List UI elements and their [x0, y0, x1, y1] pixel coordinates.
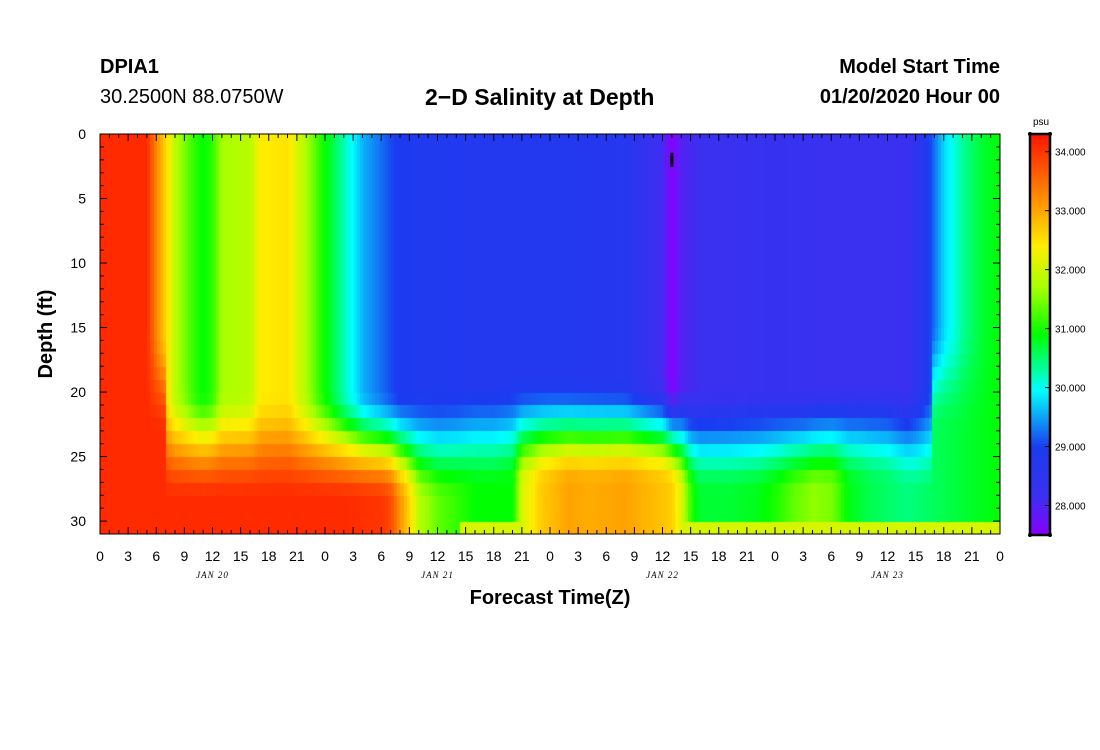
- y-tick-label: 5: [78, 191, 86, 207]
- x-tick-label: 6: [827, 548, 835, 564]
- y-tick-label: 0: [78, 126, 86, 142]
- x-tick-label: 21: [964, 548, 980, 564]
- x-tick-label: 3: [574, 548, 582, 564]
- colorbar-tick-label: 30.000: [1055, 384, 1086, 395]
- x-tick-label: 0: [996, 548, 1004, 564]
- profile-marker: [670, 152, 674, 167]
- x-tick-label: 21: [289, 548, 305, 564]
- y-tick-label: 10: [70, 255, 86, 271]
- colorbar-tick-label: 29.000: [1055, 443, 1086, 454]
- x-tick-label: 15: [458, 548, 474, 564]
- colorbar-corner-dot: [1028, 533, 1032, 537]
- day-label: JAN 23: [871, 570, 904, 580]
- model-start-value: 01/20/2020 Hour 00: [819, 86, 1000, 108]
- x-tick-label: 6: [602, 548, 610, 564]
- colorbar-tick-label: 28.000: [1055, 502, 1086, 513]
- x-tick-label: 15: [233, 548, 249, 564]
- y-tick-label: 25: [70, 449, 86, 465]
- y-axis-title: Depth (ft): [35, 290, 57, 379]
- colorbar-tick-label: 32.000: [1055, 266, 1086, 277]
- x-tick-label: 18: [486, 548, 502, 564]
- x-tick-label: 3: [124, 548, 132, 564]
- x-tick-label: 0: [96, 548, 104, 564]
- x-tick-label: 0: [546, 548, 554, 564]
- y-tick-label: 20: [70, 384, 86, 400]
- colorbar-unit: psu: [1033, 117, 1049, 128]
- x-tick-label: 12: [655, 548, 671, 564]
- colorbar-corner-dot: [1048, 132, 1052, 136]
- day-label: JAN 21: [421, 570, 454, 580]
- x-tick-label: 12: [880, 548, 896, 564]
- day-labels: JAN 20 JAN 21 JAN 22 JAN 23: [196, 570, 904, 580]
- y-tick-label: 30: [70, 513, 86, 529]
- x-tick-label: 6: [377, 548, 385, 564]
- x-tick-label: 6: [152, 548, 160, 564]
- x-tick-label: 9: [855, 548, 863, 564]
- colorbar-tick-label: 34.000: [1055, 148, 1086, 159]
- x-tick-label: 18: [711, 548, 727, 564]
- x-tick-label: 12: [430, 548, 446, 564]
- x-tick-label: 21: [514, 548, 530, 564]
- salinity-heatmap: [100, 134, 1000, 534]
- x-tick-label: 3: [349, 548, 357, 564]
- x-axis-title: Forecast Time(Z): [470, 587, 631, 609]
- x-tick-label: 3: [799, 548, 807, 564]
- station-coordinates: 30.2500N 88.0750W: [100, 86, 284, 108]
- day-label: JAN 20: [196, 570, 229, 580]
- chart-title: 2−D Salinity at Depth: [425, 84, 655, 110]
- x-axis: 0 3 6 9 12 15 18 21 0 3 6 9 12 15 18 21 0 3 6 9 12 15 18 21 0 3 6 9…: [96, 134, 1004, 564]
- colorbar-corner-dot: [1048, 533, 1052, 537]
- y-tick-label: 15: [70, 320, 86, 336]
- y-axis: 0 5 10 15 20 25 30: [70, 126, 1000, 535]
- x-tick-label: 0: [771, 548, 779, 564]
- x-tick-label: 9: [405, 548, 413, 564]
- x-tick-label: 21: [739, 548, 755, 564]
- x-tick-label: 9: [630, 548, 638, 564]
- station-id: DPIA1: [100, 56, 159, 78]
- x-tick-label: 0: [321, 548, 329, 564]
- colorbar-corner-dot: [1028, 132, 1032, 136]
- colorbar-tick-label: 31.000: [1055, 325, 1086, 336]
- colorbar-gradient: [1028, 132, 1052, 537]
- x-tick-label: 15: [908, 548, 924, 564]
- day-label: JAN 22: [646, 570, 679, 580]
- x-tick-label: 12: [205, 548, 221, 564]
- colorbar: psu 28.000 29.000 30.000 31.000 32.000 33.000…: [1028, 117, 1086, 537]
- colorbar-tick-label: 33.000: [1055, 207, 1086, 218]
- model-start-label: Model Start Time: [839, 56, 1000, 78]
- x-tick-label: 15: [683, 548, 699, 564]
- x-tick-label: 9: [180, 548, 188, 564]
- x-tick-label: 18: [936, 548, 952, 564]
- x-tick-label: 18: [261, 548, 277, 564]
